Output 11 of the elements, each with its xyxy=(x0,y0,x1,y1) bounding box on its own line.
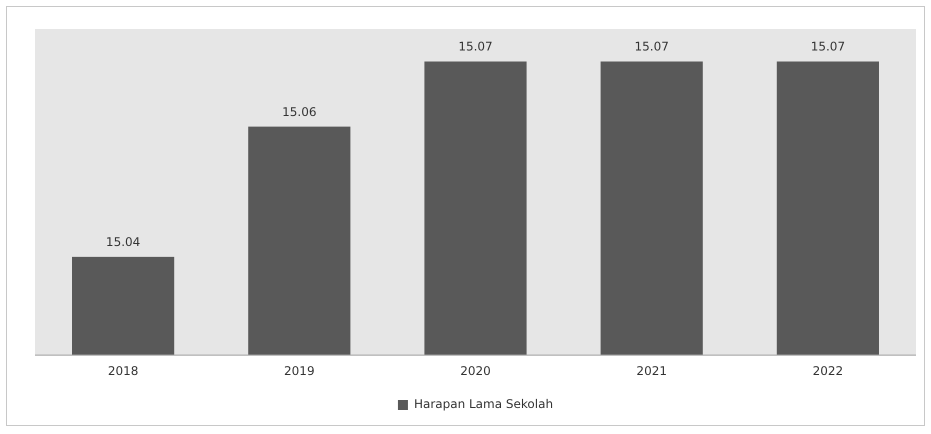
legend-label: Harapan Lama Sekolah xyxy=(414,397,554,412)
data-label: 15.07 xyxy=(458,40,493,54)
data-label: 15.04 xyxy=(106,235,140,250)
x-tick-label: 2019 xyxy=(284,364,315,378)
data-label: 15.06 xyxy=(282,104,316,119)
x-tick-label: 2022 xyxy=(812,364,844,378)
x-tick-label: 2018 xyxy=(108,364,138,378)
x-tick-label: 2021 xyxy=(636,364,667,378)
data-label: 15.07 xyxy=(634,40,669,54)
x-tick-label: 2020 xyxy=(460,364,491,378)
data-label: 15.07 xyxy=(810,40,846,54)
